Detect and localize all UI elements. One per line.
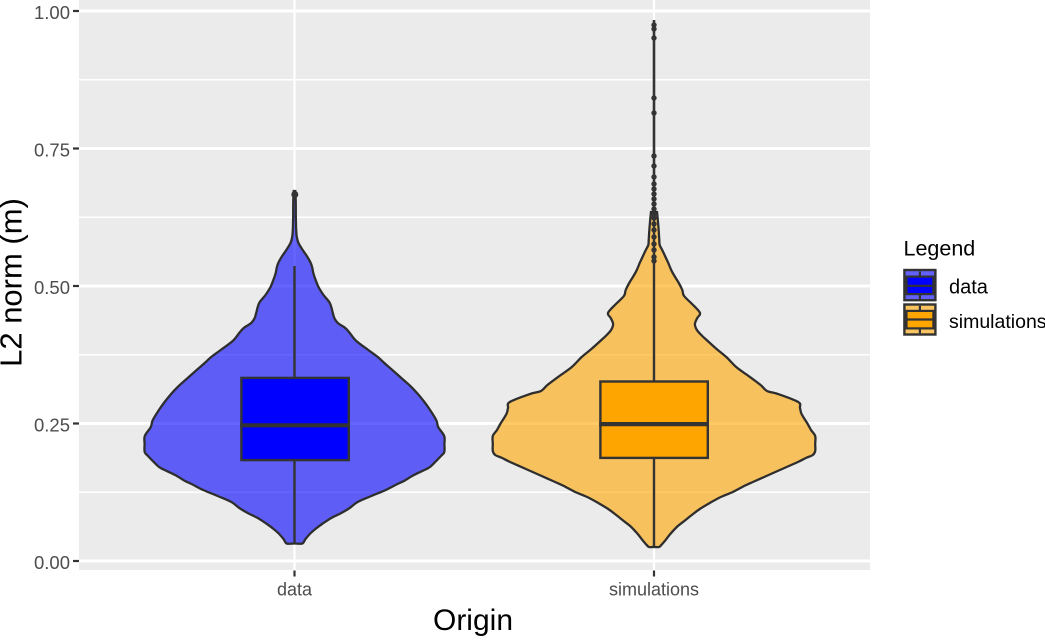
svg-text:L2 norm (m): L2 norm (m) <box>0 198 29 367</box>
svg-text:data: data <box>277 580 313 600</box>
svg-text:simulations: simulations <box>949 311 1045 333</box>
svg-text:0.00: 0.00 <box>34 552 70 573</box>
svg-text:Origin: Origin <box>433 604 513 637</box>
svg-text:data: data <box>949 277 989 299</box>
svg-text:1.00: 1.00 <box>34 2 70 23</box>
svg-text:Legend: Legend <box>904 237 976 261</box>
svg-text:0.75: 0.75 <box>34 140 70 161</box>
svg-text:0.25: 0.25 <box>34 415 70 436</box>
svg-text:0.50: 0.50 <box>34 277 70 298</box>
svg-text:simulations: simulations <box>609 580 699 600</box>
